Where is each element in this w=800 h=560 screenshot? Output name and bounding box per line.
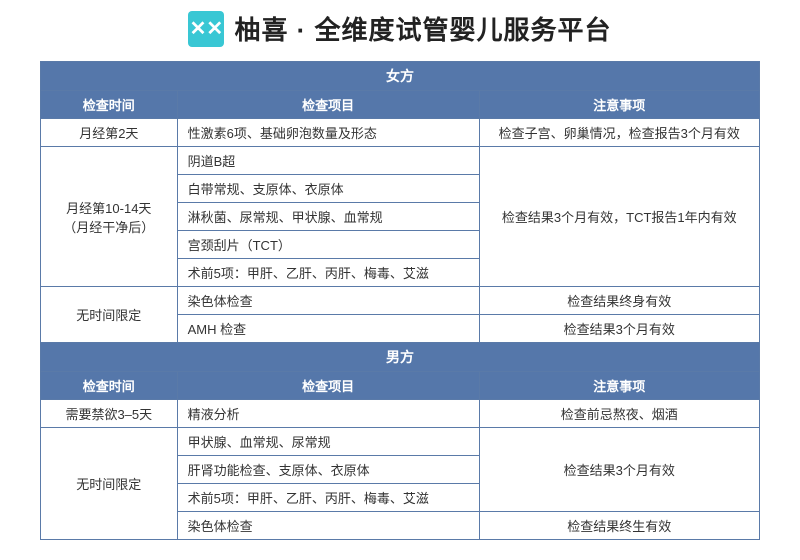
item-cell: 肝肾功能检查、支原体、衣原体 xyxy=(177,456,479,484)
note-cell: 检查结果终生有效 xyxy=(479,512,759,540)
col-item-header: 检查项目 xyxy=(177,91,479,119)
col-note-header: 注意事项 xyxy=(479,372,759,400)
table-row: 月经第2天 性激素6项、基础卵泡数量及形态 检查子宫、卵巢情况，检查报告3个月有… xyxy=(41,119,760,147)
item-cell: 阴道B超 xyxy=(177,147,479,175)
item-cell: 术前5项：甲肝、乙肝、丙肝、梅毒、艾滋 xyxy=(177,259,479,287)
item-cell: 宫颈刮片（TCT） xyxy=(177,231,479,259)
item-cell: 性激素6项、基础卵泡数量及形态 xyxy=(177,119,479,147)
item-cell: 术前5项：甲肝、乙肝、丙肝、梅毒、艾滋 xyxy=(177,484,479,512)
note-cell: 检查结果3个月有效 xyxy=(479,315,759,343)
time-cell: 月经第2天 xyxy=(41,119,178,147)
section-header-row: 女方 xyxy=(41,62,760,91)
note-cell: 检查结果3个月有效 xyxy=(479,428,759,512)
title-row: ✕✕ 柚喜 · 全维度试管婴儿服务平台 xyxy=(40,10,760,47)
item-cell: 白带常规、支原体、衣原体 xyxy=(177,175,479,203)
time-cell: 月经第10-14天 （月经干净后） xyxy=(41,147,178,287)
col-time-header: 检查时间 xyxy=(41,372,178,400)
col-item-header: 检查项目 xyxy=(177,372,479,400)
time-line: （月经干净后） xyxy=(63,220,154,235)
column-header-row: 检查时间 检查项目 注意事项 xyxy=(41,372,760,400)
note-cell: 检查前忌熬夜、烟酒 xyxy=(479,400,759,428)
exam-table: 女方 检查时间 检查项目 注意事项 月经第2天 性激素6项、基础卵泡数量及形态 … xyxy=(40,61,760,540)
brand-logo-glyph: ✕✕ xyxy=(190,16,224,41)
brand-logo-icon: ✕✕ xyxy=(188,11,224,47)
male-section-header: 男方 xyxy=(41,343,760,372)
item-cell: 淋秋菌、尿常规、甲状腺、血常规 xyxy=(177,203,479,231)
page-root: ✕✕ 柚喜 · 全维度试管婴儿服务平台 女方 检查时间 检查项目 注意事项 月经… xyxy=(0,0,800,560)
time-cell: 无时间限定 xyxy=(41,428,178,540)
table-row: 无时间限定 甲状腺、血常规、尿常规 检查结果3个月有效 xyxy=(41,428,760,456)
item-cell: AMH 检查 xyxy=(177,315,479,343)
item-cell: 精液分析 xyxy=(177,400,479,428)
table-row: 无时间限定 染色体检查 检查结果终身有效 xyxy=(41,287,760,315)
note-cell: 检查子宫、卵巢情况，检查报告3个月有效 xyxy=(479,119,759,147)
page-title: 柚喜 · 全维度试管婴儿服务平台 xyxy=(234,10,611,47)
section-header-row: 男方 xyxy=(41,343,760,372)
note-cell: 检查结果3个月有效，TCT报告1年内有效 xyxy=(479,147,759,287)
female-section-header: 女方 xyxy=(41,62,760,91)
column-header-row: 检查时间 检查项目 注意事项 xyxy=(41,91,760,119)
item-cell: 染色体检查 xyxy=(177,287,479,315)
col-time-header: 检查时间 xyxy=(41,91,178,119)
note-cell: 检查结果终身有效 xyxy=(479,287,759,315)
table-row: 需要禁欲3–5天 精液分析 检查前忌熬夜、烟酒 xyxy=(41,400,760,428)
item-cell: 染色体检查 xyxy=(177,512,479,540)
item-cell: 甲状腺、血常规、尿常规 xyxy=(177,428,479,456)
time-line: 月经第10-14天 xyxy=(66,201,151,216)
time-cell: 需要禁欲3–5天 xyxy=(41,400,178,428)
time-cell: 无时间限定 xyxy=(41,287,178,343)
table-row: 月经第10-14天 （月经干净后） 阴道B超 检查结果3个月有效，TCT报告1年… xyxy=(41,147,760,175)
col-note-header: 注意事项 xyxy=(479,91,759,119)
